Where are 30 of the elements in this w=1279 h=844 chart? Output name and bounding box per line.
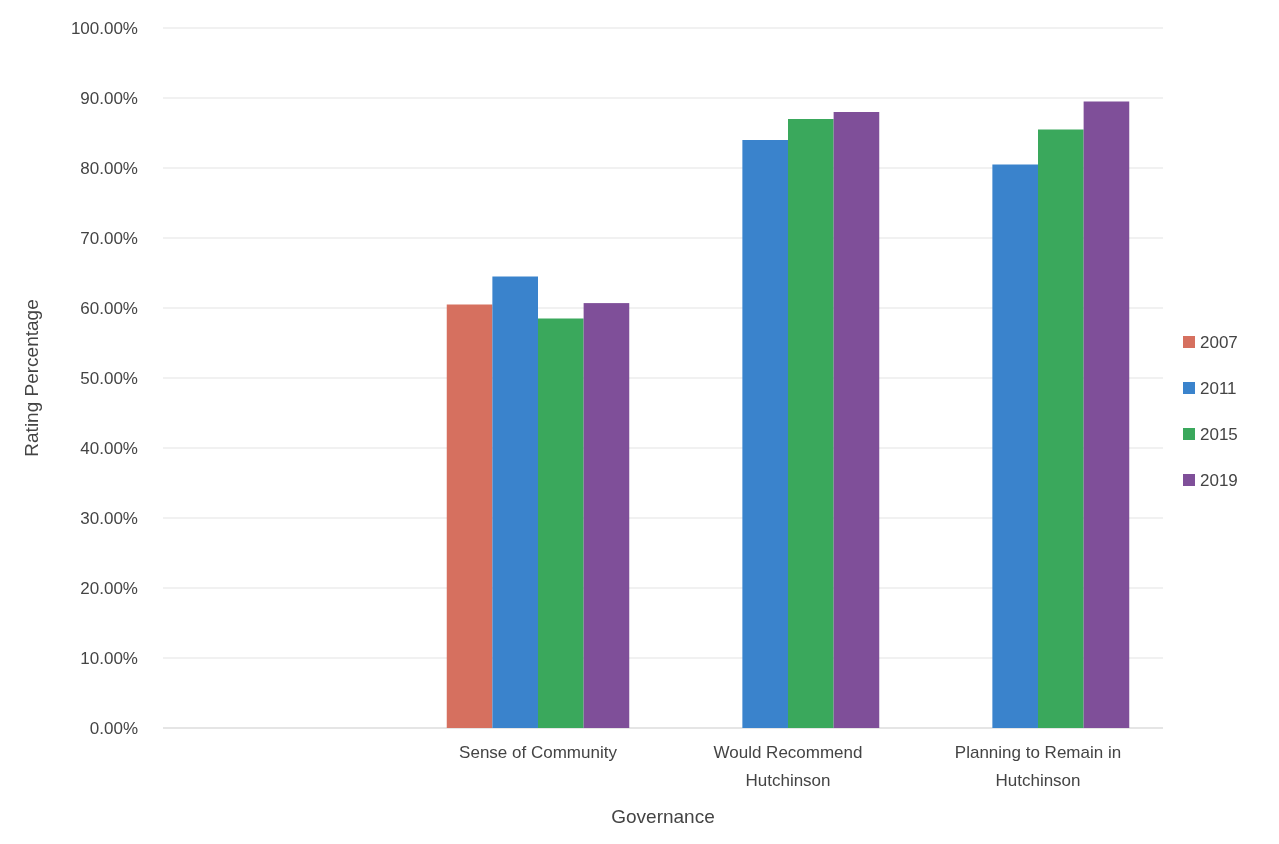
y-tick-label: 20.00%: [80, 578, 138, 598]
legend-label: 2007: [1200, 332, 1238, 352]
y-tick-label: 60.00%: [80, 298, 138, 318]
bar: [742, 140, 788, 728]
y-tick-label: 40.00%: [80, 438, 138, 458]
x-tick-label: Planning to Remain in Hutchinson: [954, 743, 1122, 790]
bar: [446, 304, 493, 728]
x-axis-title: Governance: [611, 806, 715, 827]
bar: [992, 164, 1038, 728]
bar: [833, 112, 880, 728]
x-tick-label: Would Recommend Hutchinson: [713, 743, 863, 790]
bar: [538, 318, 584, 728]
y-tick-label: 0.00%: [89, 718, 138, 738]
bar: [583, 303, 630, 728]
legend-label: 2019: [1200, 470, 1238, 490]
legend-label: 2011: [1200, 378, 1237, 398]
bar: [492, 276, 538, 728]
y-tick-label: 30.00%: [80, 508, 138, 528]
y-tick-label: 100.00%: [70, 18, 138, 38]
y-axis-title: Rating Percentage: [21, 299, 42, 457]
legend-label: 2015: [1200, 424, 1238, 444]
bar: [788, 119, 834, 728]
y-tick-label: 90.00%: [80, 88, 138, 108]
y-tick-label: 10.00%: [80, 648, 138, 668]
x-tick-label: Sense of Community: [459, 743, 618, 762]
y-tick-label: 80.00%: [80, 158, 138, 178]
bar: [1083, 101, 1130, 728]
y-tick-label: 70.00%: [80, 228, 138, 248]
bar: [1038, 129, 1084, 728]
y-tick-label: 50.00%: [80, 368, 138, 388]
